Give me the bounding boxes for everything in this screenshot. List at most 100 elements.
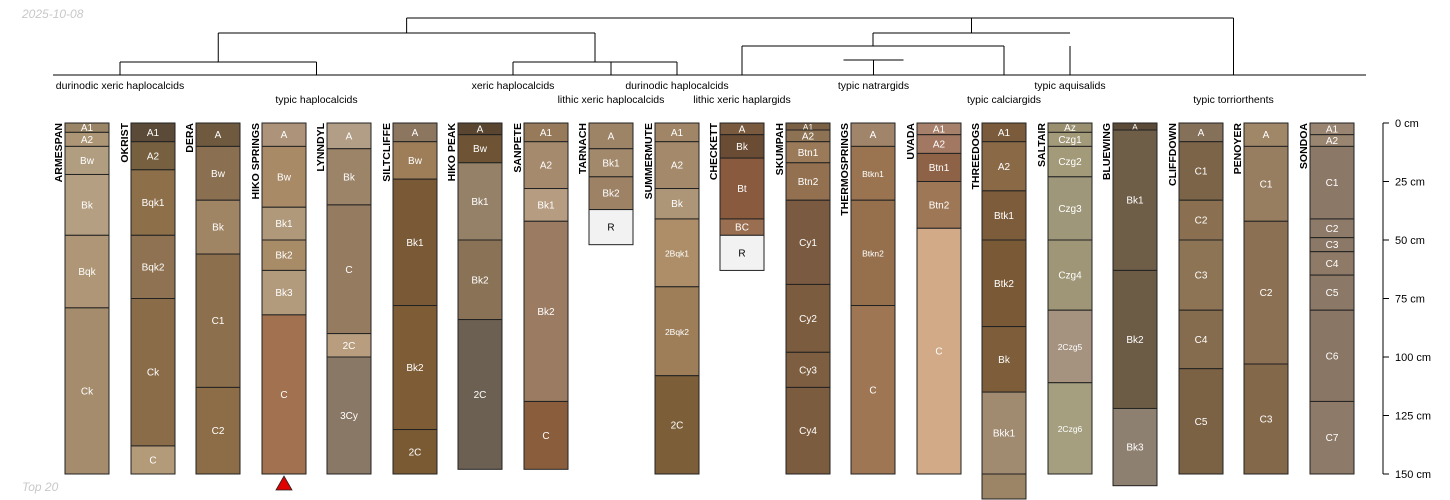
horizon-label: R xyxy=(607,223,614,234)
horizon xyxy=(195,386,241,475)
horizon xyxy=(981,190,1027,241)
horizon-label: C xyxy=(869,385,876,396)
group-label: typic torriorthents xyxy=(1193,94,1274,106)
horizon-label: BC xyxy=(735,223,749,234)
horizon-label: Btkn1 xyxy=(862,169,884,179)
horizon xyxy=(981,473,1027,500)
horizon-label: Bk3 xyxy=(1126,443,1144,454)
horizon-label: A1 xyxy=(540,128,553,139)
horizon-label: C1 xyxy=(1326,178,1339,189)
horizon xyxy=(850,199,896,307)
horizon-label: Bk1 xyxy=(602,158,620,169)
horizon xyxy=(1309,400,1355,475)
horizon-label: Bk1 xyxy=(406,238,424,249)
horizon xyxy=(523,400,569,470)
profile-name: SANPETE xyxy=(512,123,524,173)
horizon-label: C2 xyxy=(1195,216,1208,227)
horizon xyxy=(392,141,438,180)
horizon-label: C2 xyxy=(1260,288,1273,299)
horizon-label: A2 xyxy=(671,161,684,172)
profile-name: THERMOSPRINGS xyxy=(839,123,851,216)
axis-tick-label: 100 cm xyxy=(1395,352,1431,364)
horizon-label: C5 xyxy=(1195,417,1208,428)
profile-thermosprings: A Btkn1 Btkn2 C THERMOSPRINGS xyxy=(839,122,896,475)
horizon-label: Bqk1 xyxy=(142,198,165,209)
horizon-label: Cy2 xyxy=(799,314,817,325)
horizon-label: Bk1 xyxy=(537,200,555,211)
horizon xyxy=(1178,199,1224,241)
horizon xyxy=(457,162,503,241)
profile-bluewing: A Bk1 Bk2 Bk3 BLUEWING xyxy=(1101,122,1158,487)
profile-name: THREEDOGS xyxy=(970,123,982,190)
horizon xyxy=(1112,407,1158,487)
horizon xyxy=(326,204,372,335)
horizon-label: Az xyxy=(1064,123,1076,134)
horizon-label: Bk1 xyxy=(1126,196,1144,207)
horizon xyxy=(64,173,110,236)
horizon xyxy=(785,351,831,388)
group-label: durinodic xeric haplocalcids xyxy=(56,80,184,92)
horizon-label: Bk1 xyxy=(471,197,489,208)
profile-okrist: A1 A2 Bqk1 Bqk2 Ck C OKRIST xyxy=(119,122,176,475)
horizon xyxy=(1047,239,1093,311)
horizon-label: Bk2 xyxy=(602,189,620,200)
horizon-label: Bk2 xyxy=(537,307,555,318)
horizon xyxy=(1243,220,1289,365)
profile-name: HIKO PEAK xyxy=(446,123,458,182)
horizon-label: 2C xyxy=(474,390,487,401)
horizon xyxy=(850,305,896,475)
horizon-label: 2Czg5 xyxy=(1058,342,1083,352)
group-label: xeric haplocalcids xyxy=(472,80,555,92)
horizon xyxy=(588,122,634,150)
group-label: lithic xeric haplocalcids xyxy=(558,94,665,106)
horizon-label: C3 xyxy=(1195,271,1208,282)
horizon xyxy=(1309,274,1355,311)
profile-tarnach: A Bk1 Bk2 R TARNACH xyxy=(577,122,634,246)
horizon xyxy=(981,239,1027,328)
horizon xyxy=(457,239,503,321)
horizon-label: A1 xyxy=(1326,124,1339,135)
horizon-label: C3 xyxy=(1260,415,1273,426)
horizon-label: A2 xyxy=(998,162,1011,173)
horizon-label: Bk3 xyxy=(275,288,293,299)
group-label: typic aquisalids xyxy=(1034,80,1105,92)
horizon xyxy=(392,178,438,307)
horizon xyxy=(457,319,503,470)
horizon-label: 2C xyxy=(671,420,684,431)
horizon-label: Bk xyxy=(81,200,94,211)
horizon xyxy=(130,234,176,300)
horizon xyxy=(1112,269,1158,409)
horizon xyxy=(261,269,307,316)
horizon xyxy=(392,305,438,431)
horizon xyxy=(392,429,438,475)
horizon xyxy=(326,148,372,206)
horizon-label: A1 xyxy=(998,128,1011,139)
horizon xyxy=(785,283,831,353)
horizon xyxy=(130,445,176,475)
horizon xyxy=(719,157,765,220)
horizon xyxy=(1178,368,1224,475)
profile-name: OKRIST xyxy=(119,122,131,162)
horizon xyxy=(588,148,634,178)
horizon xyxy=(654,188,700,220)
horizon-label: Cy3 xyxy=(799,365,817,376)
profile-name: LYNNDYL xyxy=(315,122,327,171)
profile-name: DERA xyxy=(184,123,196,153)
horizon-label: Bk1 xyxy=(275,219,293,230)
horizon xyxy=(654,375,700,475)
horizon-label: A2 xyxy=(540,161,553,172)
profile-threedogs: A1 A2 Btk1 Btk2 Bk Bkk1 THREEDOGS xyxy=(970,122,1027,500)
profile-name: PENOYER xyxy=(1232,123,1244,175)
date-label: 2025-10-08 xyxy=(22,7,84,21)
horizon-label: C1 xyxy=(1195,166,1208,177)
horizon xyxy=(261,314,307,475)
horizon-label: C2 xyxy=(1326,224,1339,235)
horizon-label: Btkn2 xyxy=(862,248,884,258)
group-label: typic natrargids xyxy=(838,80,909,92)
profile-name: SALTAIR xyxy=(1036,123,1048,167)
axis-tick-label: 50 cm xyxy=(1395,235,1425,247)
